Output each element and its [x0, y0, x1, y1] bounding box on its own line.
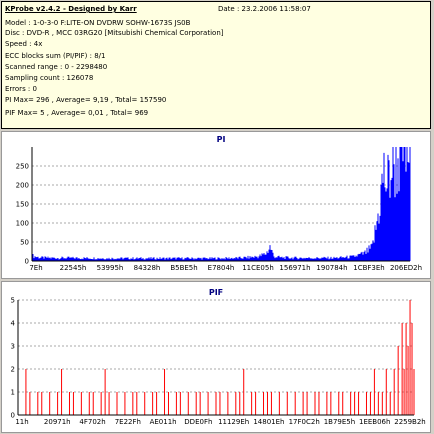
y-tick-label: 0	[25, 258, 29, 266]
x-tick-label: 190784h	[316, 264, 347, 272]
y-tick-label: 50	[20, 239, 29, 247]
app-title: KProbe v2.4.2 - Designed by Karr	[5, 5, 137, 13]
series-bars	[25, 300, 415, 415]
x-tick-label: 4F702h	[79, 418, 105, 426]
x-tick-label: 20971h	[44, 418, 71, 426]
x-tick-label: 7E22Fh	[115, 418, 141, 426]
x-tick-label: 84328h	[134, 264, 161, 272]
x-tick-label: 11h	[15, 418, 28, 426]
speed-info: Speed : 4x	[5, 40, 43, 48]
scan-date: Date : 23.2.2006 11:58:07	[218, 5, 311, 13]
x-tick-label: B5BE5h	[170, 264, 197, 272]
range-info: Scanned range : 0 - 2298480	[5, 63, 108, 71]
y-tick-label: 3	[11, 343, 15, 351]
y-tick-label: 5	[11, 297, 15, 305]
ecc-info: ECC blocks sum (PI/PIF) : 8/1	[5, 52, 106, 60]
pif-chart: PIF 0 1 2 3 4 5 11h 20971h 4F702h 7E22Fh AE011h DDE0…	[11, 288, 426, 426]
y-tick-label: 100	[16, 220, 29, 228]
y-tick-label: 200	[16, 182, 29, 190]
x-tick-label: 11129Eh	[218, 418, 249, 426]
y-tick-label: 1	[11, 389, 15, 397]
x-tick-label: 53995h	[97, 264, 124, 272]
y-tick-label: 0	[11, 412, 15, 420]
x-tick-label: 22545h	[60, 264, 87, 272]
sampling-info: Sampling count : 126078	[5, 74, 94, 82]
x-tick-label: 206ED2h	[390, 264, 422, 272]
x-tick-label: E7804h	[208, 264, 235, 272]
x-tick-label: 2259B2h	[394, 418, 426, 426]
y-tick-label: 250	[16, 163, 29, 171]
x-tick-label: 1CBF3Eh	[353, 264, 384, 272]
x-tick-label: DDE0Fh	[184, 418, 212, 426]
x-tick-label: 17F0C2h	[289, 418, 320, 426]
pi-chart: PI 0 50 100 150 200 250 7Eh 22545h 53995h 84328h B5…	[16, 135, 422, 272]
x-tick-label: 156971h	[279, 264, 310, 272]
x-tick-label: 11CE05h	[242, 264, 274, 272]
x-tick-label: 1EEB06h	[359, 418, 390, 426]
x-tick-label: 1B79E5h	[324, 418, 355, 426]
pi-chart-panel: PI 0 50 100 150 200 250 7Eh 22545h 53995h 84328h B5…	[1, 131, 431, 279]
disc-info: Disc : DVD-R , MCC 03RG20 [Mitsubishi Ch…	[5, 29, 224, 37]
y-tick-label: 4	[11, 320, 16, 328]
info-panel: KProbe v2.4.2 - Designed by Karr Date : …	[1, 1, 431, 129]
chart-title: PIF	[209, 288, 223, 297]
pif-stats: PIF Max= 5 , Average= 0,01 , Total= 969	[5, 109, 149, 117]
pi-stats: PI Max= 296 , Average= 9,19 , Total= 157…	[5, 96, 167, 104]
pif-chart-panel: PIF 0 1 2 3 4 5 11h 20971h 4F702h 7E22Fh AE011h DDE0…	[1, 281, 431, 433]
y-tick-label: 150	[16, 201, 29, 209]
chart-title: PI	[217, 135, 226, 144]
x-tick-label: AE011h	[150, 418, 177, 426]
x-tick-label: 14801Eh	[253, 418, 284, 426]
y-tick-label: 2	[11, 366, 15, 374]
errors-info: Errors : 0	[5, 85, 37, 93]
x-tick-label: 7Eh	[29, 264, 42, 272]
drive-model: Model : 1-0-3-0 F:LITE-ON DVDRW SOHW-167…	[5, 19, 191, 27]
